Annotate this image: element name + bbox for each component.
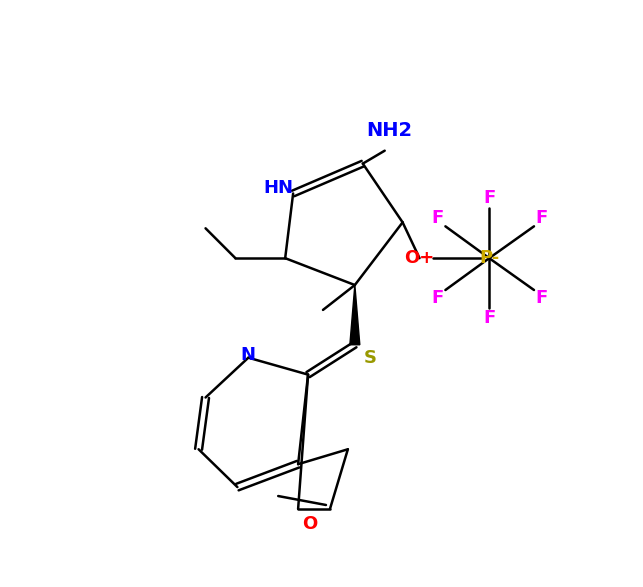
Text: P-: P- [479,249,500,267]
Text: NH2: NH2 [367,122,413,140]
Text: F: F [536,210,548,227]
Polygon shape [350,285,360,345]
Text: F: F [536,289,548,307]
Text: N: N [241,346,256,364]
Text: F: F [431,210,444,227]
Text: F: F [483,309,495,327]
Text: F: F [431,289,444,307]
Text: F: F [483,190,495,207]
Text: O+: O+ [404,249,435,267]
Text: S: S [363,349,376,367]
Text: HN: HN [263,180,293,197]
Text: O: O [302,515,318,533]
